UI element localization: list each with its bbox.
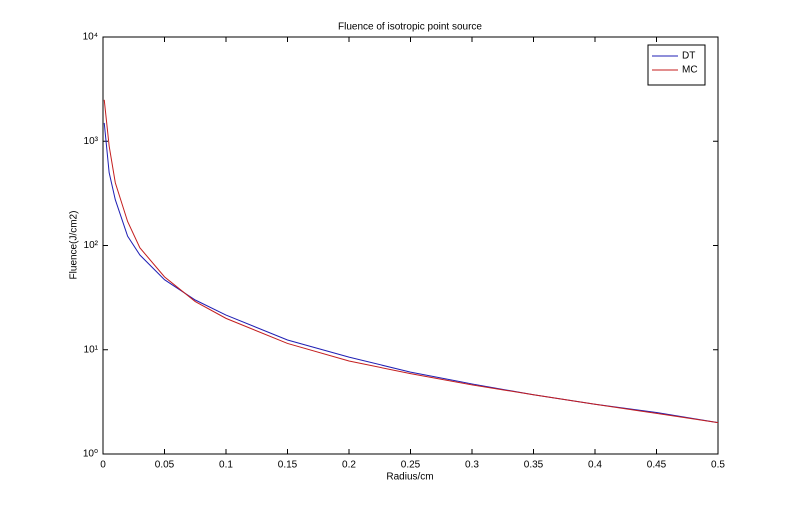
y-tick-label: 10⁰	[83, 449, 98, 460]
x-tick-label: 0.25	[401, 460, 421, 471]
y-tick-label: 10¹	[84, 344, 99, 355]
y-axis-label: Fluence(J/cm2)	[69, 211, 80, 280]
x-tick-label: 0.5	[711, 460, 725, 471]
line-series	[103, 122, 719, 424]
x-tick-label: 0.45	[647, 460, 667, 471]
x-tick-label: 0.1	[219, 460, 233, 471]
x-tick-label: 0.15	[278, 460, 298, 471]
y-tick-label: 10⁴	[83, 32, 98, 43]
x-tick-label: 0	[100, 460, 106, 471]
x-axis-label: Radius/cm	[386, 472, 433, 483]
y-tick-label: 10³	[84, 136, 99, 147]
x-tick-label: 0.3	[465, 460, 479, 471]
x-tick-label: 0.2	[342, 460, 356, 471]
x-tick-label: 0.4	[588, 460, 602, 471]
chart-title: Fluence of isotropic point source	[338, 22, 482, 33]
plot-frame	[102, 36, 719, 455]
legend-label: DT	[682, 51, 695, 62]
y-tick-label: 10²	[84, 240, 99, 251]
x-tick-label: 0.35	[524, 460, 544, 471]
legend-label: MC	[682, 65, 698, 76]
line-series	[103, 99, 719, 424]
x-tick-label: 0.05	[155, 460, 175, 471]
legend-box	[647, 44, 706, 86]
